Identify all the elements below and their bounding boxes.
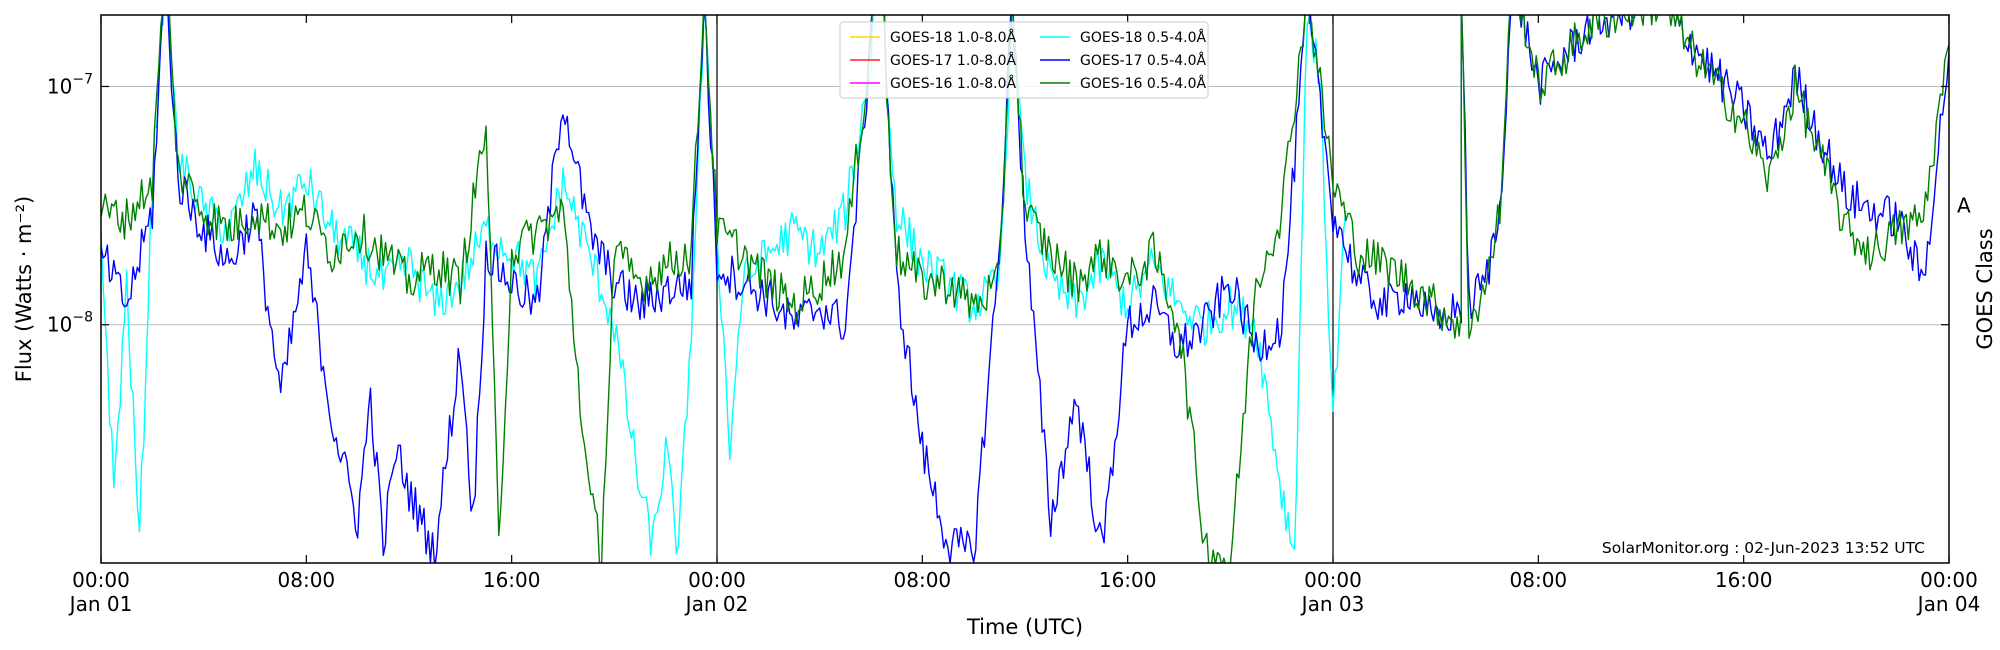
x-tick-label: 16:00 <box>1715 568 1773 592</box>
legend-label: GOES-17 0.5-4.0Å <box>1080 52 1206 69</box>
legend-label: GOES-17 1.0-8.0Å <box>890 52 1016 69</box>
goes-class-label: A <box>1957 194 1971 218</box>
x-tick-label: 08:00 <box>1510 568 1568 592</box>
x-axis-title: Time (UTC) <box>966 615 1083 639</box>
legend-label: GOES-18 0.5-4.0Å <box>1080 29 1206 46</box>
series-line <box>101 15 1949 563</box>
x-tick-label: 00:00 <box>1920 568 1978 592</box>
y-axis-title: Flux (Watts · m⁻²) <box>12 196 36 382</box>
x-tick-date-label: Jan 02 <box>684 592 749 616</box>
day-boundary-lines <box>716 15 1334 563</box>
legend-box <box>839 21 1209 99</box>
legend-label: GOES-18 1.0-8.0Å <box>890 29 1016 46</box>
y-tick-label: 10−8 <box>47 310 93 337</box>
y-tick-exponent: −7 <box>72 71 93 87</box>
x-tick-label: 00:00 <box>1304 568 1362 592</box>
x-tick-label: 16:00 <box>1099 568 1157 592</box>
series-lines <box>101 15 1949 563</box>
goes-class-labels: ABCMX <box>1957 194 1971 218</box>
credit-label: SolarMonitor.org : 02-Jun-2023 13:52 UTC <box>1602 539 1925 557</box>
x-tick-label: 08:00 <box>894 568 952 592</box>
x-tick-date-label: Jan 01 <box>68 592 133 616</box>
legend: GOES-18 1.0-8.0Å GOES-17 1.0-8.0Å GOES-16 … <box>839 21 1209 99</box>
y2-axis-title: GOES Class <box>1973 228 1997 349</box>
x-tick-label: 16:00 <box>483 568 541 592</box>
legend-label: GOES-16 0.5-4.0Å <box>1080 75 1206 92</box>
legend-label: GOES-16 1.0-8.0Å <box>890 75 1016 92</box>
plot-frame <box>100 14 1950 564</box>
x-tick-label: 00:00 <box>72 568 130 592</box>
x-tick-label: 08:00 <box>278 568 336 592</box>
y-tick-exponent: −8 <box>72 310 93 326</box>
x-tick-date-label: Jan 03 <box>1300 592 1365 616</box>
series-line <box>101 15 1949 563</box>
x-tick-date-label: Jan 04 <box>1916 592 1981 616</box>
x-tick-label: 00:00 <box>688 568 746 592</box>
